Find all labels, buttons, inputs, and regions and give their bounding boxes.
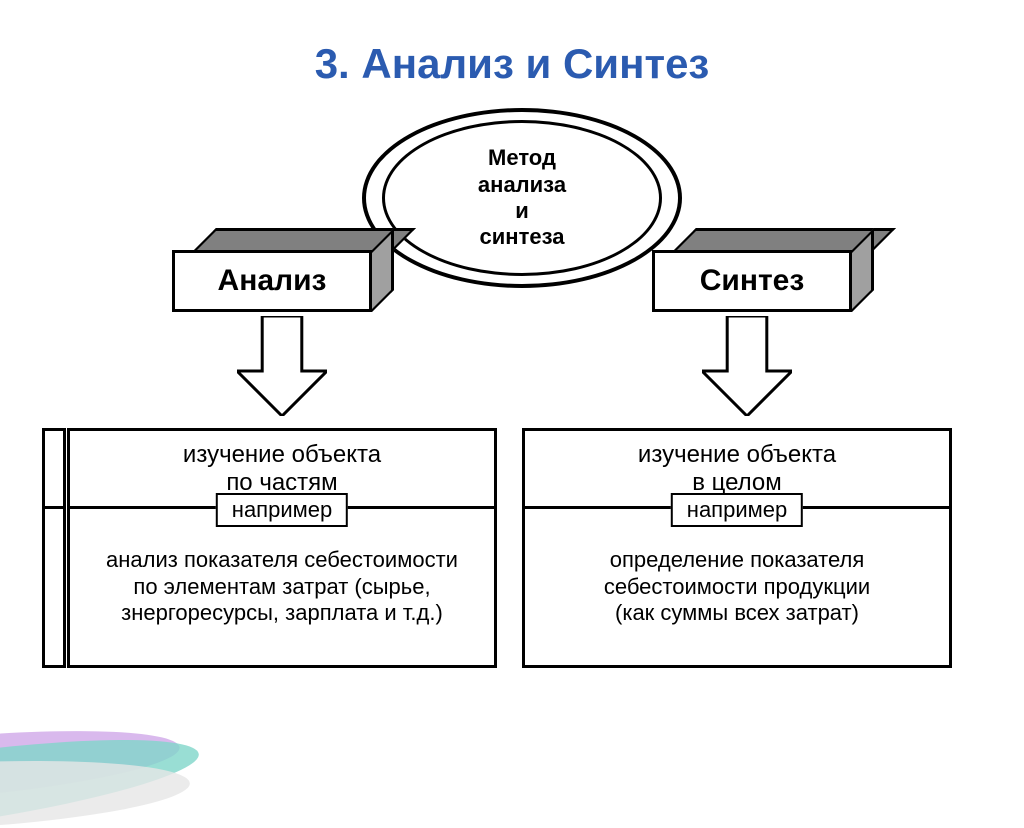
box-synthesis: Синтез	[652, 228, 874, 312]
diagram-area: Методанализаисинтеза Анализ Синтез изуче…	[62, 108, 962, 728]
box-synthesis-label: Синтез	[700, 264, 805, 298]
section-analysis: изучение объектапо частям анализ показат…	[67, 428, 497, 668]
arrow-left	[237, 316, 327, 416]
section-synthesis: изучение объектав целом определение пока…	[522, 428, 952, 668]
section-synthesis-lower-text: определение показателясебестоимости прод…	[604, 547, 870, 626]
section-analysis-lower: анализ показателя себестоимостипо элемен…	[70, 509, 494, 665]
section-stub-lower	[45, 509, 65, 665]
ellipse-center: Методанализаисинтеза	[382, 120, 662, 276]
ellipse-text: Методанализаисинтеза	[478, 145, 566, 251]
section-synthesis-upper-text: изучение объектав целом	[638, 441, 836, 497]
section-stub-upper	[45, 431, 63, 509]
section-synthesis-lower: определение показателясебестоимости прод…	[525, 509, 949, 665]
section-analysis-upper-text: изучение объектапо частям	[183, 441, 381, 497]
arrow-right	[702, 316, 792, 416]
section-analysis-lower-text: анализ показателя себестоимостипо элемен…	[106, 547, 458, 626]
box-analysis-label: Анализ	[218, 264, 327, 298]
section-analysis-tag: например	[216, 493, 348, 527]
box-analysis-front: Анализ	[172, 250, 372, 312]
section-synthesis-tag: например	[671, 493, 803, 527]
box-synthesis-front: Синтез	[652, 250, 852, 312]
box-analysis: Анализ	[172, 228, 394, 312]
section-stub	[42, 428, 66, 668]
slide-title: 3. Анализ и Синтез	[0, 0, 1024, 88]
